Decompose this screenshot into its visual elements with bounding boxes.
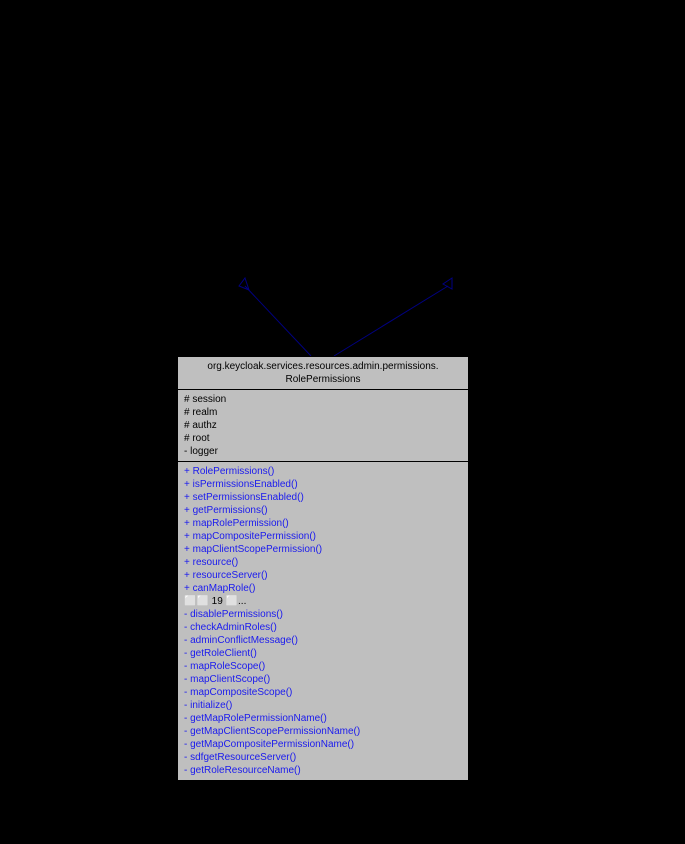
class-operation: + resource() (184, 556, 462, 569)
operation-link[interactable]: + resource() (184, 557, 238, 568)
class-operation: + setPermissionsEnabled() (184, 491, 462, 504)
operation-link[interactable]: - sdfgetResourceServer() (184, 752, 296, 763)
class-operation: - checkAdminRoles() (184, 621, 462, 634)
operation-link[interactable]: + mapClientScopePermission() (184, 544, 322, 555)
class-operation: + isPermissionsEnabled() (184, 478, 462, 491)
class-operation: - getRoleClient() (184, 647, 462, 660)
class-operation: + resourceServer() (184, 569, 462, 582)
class-operation: + RolePermissions() (184, 465, 462, 478)
class-operation: ⬜⬜ 19 ⬜... (184, 595, 462, 608)
operation-link[interactable]: - getMapRolePermissionName() (184, 713, 327, 724)
class-operation: - adminConflictMessage() (184, 634, 462, 647)
operation-link[interactable]: - adminConflictMessage() (184, 635, 298, 646)
operation-link[interactable]: + getPermissions() (184, 505, 268, 516)
class-title-line1: org.keycloak.services.resources.admin.pe… (207, 361, 438, 372)
class-attribute: - logger (184, 445, 462, 458)
class-attributes-section: # session# realm# authz# root- logger (178, 390, 468, 462)
operation-link[interactable]: - getMapCompositePermissionName() (184, 739, 354, 750)
class-operation: + canMapRole() (184, 582, 462, 595)
class-operation: + mapRolePermission() (184, 517, 462, 530)
operation-link[interactable]: + RolePermissions() (184, 466, 274, 477)
class-operation: + getPermissions() (184, 504, 462, 517)
arrow-right (334, 278, 452, 356)
operation-link[interactable]: - checkAdminRoles() (184, 622, 277, 633)
operation-link[interactable]: + isPermissionsEnabled() (184, 479, 298, 490)
operation-link[interactable]: + canMapRole() (184, 583, 255, 594)
class-operation: - getRoleResourceName() (184, 764, 462, 777)
class-attribute: # root (184, 432, 462, 445)
class-title-line2: RolePermissions (285, 374, 360, 385)
operation-link[interactable]: + mapRolePermission() (184, 518, 289, 529)
class-operation: - getMapCompositePermissionName() (184, 738, 462, 751)
operation-link[interactable]: - initialize() (184, 700, 232, 711)
class-operation: + mapCompositePermission() (184, 530, 462, 543)
class-attribute: # session (184, 393, 462, 406)
class-operation: - sdfgetResourceServer() (184, 751, 462, 764)
class-operation: - mapCompositeScope() (184, 686, 462, 699)
operation-link[interactable]: - mapCompositeScope() (184, 687, 292, 698)
operation-link[interactable]: - getRoleResourceName() (184, 765, 301, 776)
operation-link[interactable]: - mapRoleScope() (184, 661, 265, 672)
class-attribute: # realm (184, 406, 462, 419)
operation-link[interactable]: - getMapClientScopePermissionName() (184, 726, 360, 737)
operation-link[interactable]: - getRoleClient() (184, 648, 257, 659)
class-title-section: org.keycloak.services.resources.admin.pe… (178, 357, 468, 390)
arrow-left (239, 278, 311, 356)
class-operations-section: + RolePermissions() + isPermissionsEnable… (178, 462, 468, 780)
operation-link[interactable]: + resourceServer() (184, 570, 268, 581)
operation-link[interactable]: - disablePermissions() (184, 609, 283, 620)
class-operation: - mapRoleScope() (184, 660, 462, 673)
class-operation: - disablePermissions() (184, 608, 462, 621)
class-attribute: # authz (184, 419, 462, 432)
class-operation: - mapClientScope() (184, 673, 462, 686)
class-operation: - getMapRolePermissionName() (184, 712, 462, 725)
operation-link[interactable]: + mapCompositePermission() (184, 531, 316, 542)
operation-link[interactable]: + setPermissionsEnabled() (184, 492, 304, 503)
uml-class-rolepermissions: org.keycloak.services.resources.admin.pe… (177, 356, 469, 781)
class-operation: - getMapClientScopePermissionName() (184, 725, 462, 738)
class-operation: - initialize() (184, 699, 462, 712)
operation-link[interactable]: - mapClientScope() (184, 674, 270, 685)
class-operation: + mapClientScopePermission() (184, 543, 462, 556)
